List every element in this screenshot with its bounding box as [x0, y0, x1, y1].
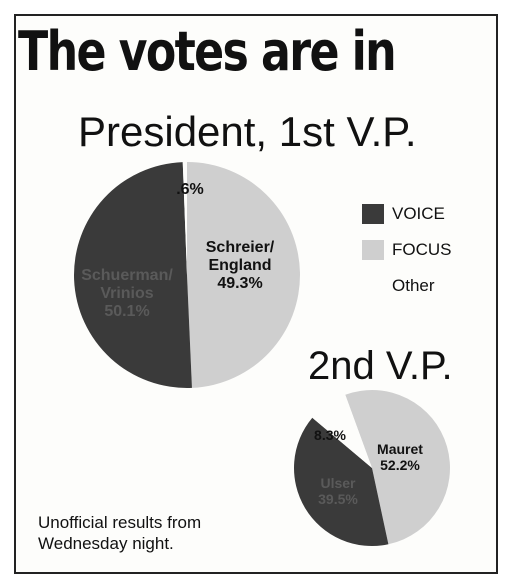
legend-label-voice: VOICE	[392, 204, 445, 223]
pie1-title: President, 1st V.P.	[78, 108, 417, 155]
pie-slice-focus	[345, 390, 451, 545]
pie-slice-voice	[73, 162, 192, 388]
slice-label-voice: Ulser 39.5%	[318, 475, 358, 507]
pie-slice-other	[182, 162, 187, 275]
legend-swatch-other	[362, 276, 384, 296]
headline: The votes are in	[18, 20, 397, 83]
legend: VOICE FOCUS Other	[362, 196, 452, 304]
pie-slice-voice	[294, 417, 389, 546]
slice-label-focus: Schreier/England 49.3%	[206, 239, 275, 292]
results-note: Unofficial results from Wednesday night.	[38, 513, 202, 553]
legend-item-other: Other	[362, 268, 452, 304]
slice-label-focus: Mauret 52.2%	[377, 441, 423, 473]
pie-slice-focus	[187, 162, 300, 388]
legend-swatch-focus	[362, 240, 384, 260]
pie-slice-other	[312, 394, 372, 468]
slice-label-voice: Schuerman/Vrinios 50.1%	[81, 267, 173, 320]
legend-item-focus: FOCUS	[362, 232, 452, 268]
slice-label-other: .6%	[176, 181, 204, 198]
legend-item-voice: VOICE	[362, 196, 452, 232]
legend-label-focus: FOCUS	[392, 240, 452, 259]
legend-label-other: Other	[392, 276, 435, 295]
legend-swatch-voice	[362, 204, 384, 224]
pie-chart-2nd-vp: Mauret 52.2% Ulser 39.5% 8.3%	[294, 390, 451, 546]
pie-chart-president: Schreier/England 49.3% Schuerman/Vrinios 50…	[73, 162, 300, 388]
pie2-title: 2nd V.P.	[308, 344, 453, 388]
slice-label-other: 8.3%	[314, 427, 346, 443]
